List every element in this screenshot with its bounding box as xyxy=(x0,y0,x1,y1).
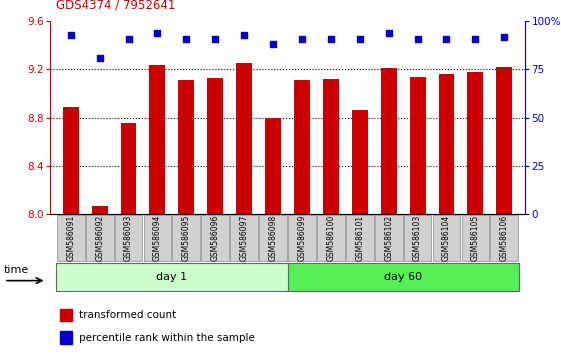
Bar xyxy=(467,72,484,214)
Point xyxy=(66,32,75,38)
FancyBboxPatch shape xyxy=(144,215,171,262)
FancyBboxPatch shape xyxy=(462,215,489,262)
Bar xyxy=(439,74,454,214)
Text: percentile rank within the sample: percentile rank within the sample xyxy=(79,332,255,343)
Bar xyxy=(60,331,72,344)
FancyBboxPatch shape xyxy=(56,263,287,291)
FancyBboxPatch shape xyxy=(86,215,113,262)
Text: day 1: day 1 xyxy=(157,272,187,282)
Text: GSM586102: GSM586102 xyxy=(384,215,393,261)
Point xyxy=(240,32,249,38)
FancyBboxPatch shape xyxy=(259,215,287,262)
Text: GSM586101: GSM586101 xyxy=(355,215,364,261)
Point xyxy=(124,36,133,41)
Bar xyxy=(265,118,281,214)
Point xyxy=(182,36,191,41)
FancyBboxPatch shape xyxy=(288,215,316,262)
Bar xyxy=(149,65,165,214)
Text: GSM586103: GSM586103 xyxy=(413,215,422,261)
Point xyxy=(500,34,509,40)
Text: GSM586093: GSM586093 xyxy=(124,215,133,261)
Point xyxy=(297,36,306,41)
FancyBboxPatch shape xyxy=(201,215,229,262)
Text: GSM586099: GSM586099 xyxy=(297,215,306,261)
Point xyxy=(471,36,480,41)
Point xyxy=(153,30,162,36)
Bar xyxy=(121,122,136,214)
Bar xyxy=(91,206,108,214)
Text: GSM586091: GSM586091 xyxy=(66,215,75,261)
Text: time: time xyxy=(4,266,29,275)
Bar xyxy=(60,309,72,321)
Text: GSM586100: GSM586100 xyxy=(327,215,335,261)
Text: GSM586104: GSM586104 xyxy=(442,215,451,261)
Bar xyxy=(352,110,367,214)
FancyBboxPatch shape xyxy=(317,215,345,262)
FancyBboxPatch shape xyxy=(57,215,85,262)
Bar xyxy=(178,80,194,214)
Point xyxy=(269,41,278,47)
FancyBboxPatch shape xyxy=(172,215,200,262)
Bar xyxy=(410,77,426,214)
Bar xyxy=(323,79,339,214)
FancyBboxPatch shape xyxy=(287,263,519,291)
Point xyxy=(384,30,393,36)
Text: GSM586096: GSM586096 xyxy=(211,215,220,261)
Text: GSM586092: GSM586092 xyxy=(95,215,104,261)
Text: GSM586098: GSM586098 xyxy=(269,215,278,261)
FancyBboxPatch shape xyxy=(114,215,142,262)
Text: GSM586105: GSM586105 xyxy=(471,215,480,261)
FancyBboxPatch shape xyxy=(346,215,374,262)
FancyBboxPatch shape xyxy=(490,215,518,262)
Bar xyxy=(496,67,512,214)
FancyBboxPatch shape xyxy=(375,215,403,262)
Bar xyxy=(294,80,310,214)
FancyBboxPatch shape xyxy=(433,215,461,262)
Point xyxy=(211,36,220,41)
Point xyxy=(327,36,335,41)
Text: GSM586094: GSM586094 xyxy=(153,215,162,261)
Point xyxy=(95,55,104,61)
FancyBboxPatch shape xyxy=(230,215,258,262)
Text: transformed count: transformed count xyxy=(79,310,176,320)
FancyBboxPatch shape xyxy=(404,215,431,262)
Point xyxy=(442,36,451,41)
Bar xyxy=(236,63,252,214)
Bar xyxy=(63,107,79,214)
Text: GSM586106: GSM586106 xyxy=(500,215,509,261)
Point xyxy=(413,36,422,41)
Bar xyxy=(381,68,397,214)
Point xyxy=(355,36,364,41)
Bar xyxy=(208,78,223,214)
Text: day 60: day 60 xyxy=(384,272,422,282)
Text: GDS4374 / 7952641: GDS4374 / 7952641 xyxy=(56,0,176,12)
Text: GSM586095: GSM586095 xyxy=(182,215,191,261)
Text: GSM586097: GSM586097 xyxy=(240,215,249,261)
